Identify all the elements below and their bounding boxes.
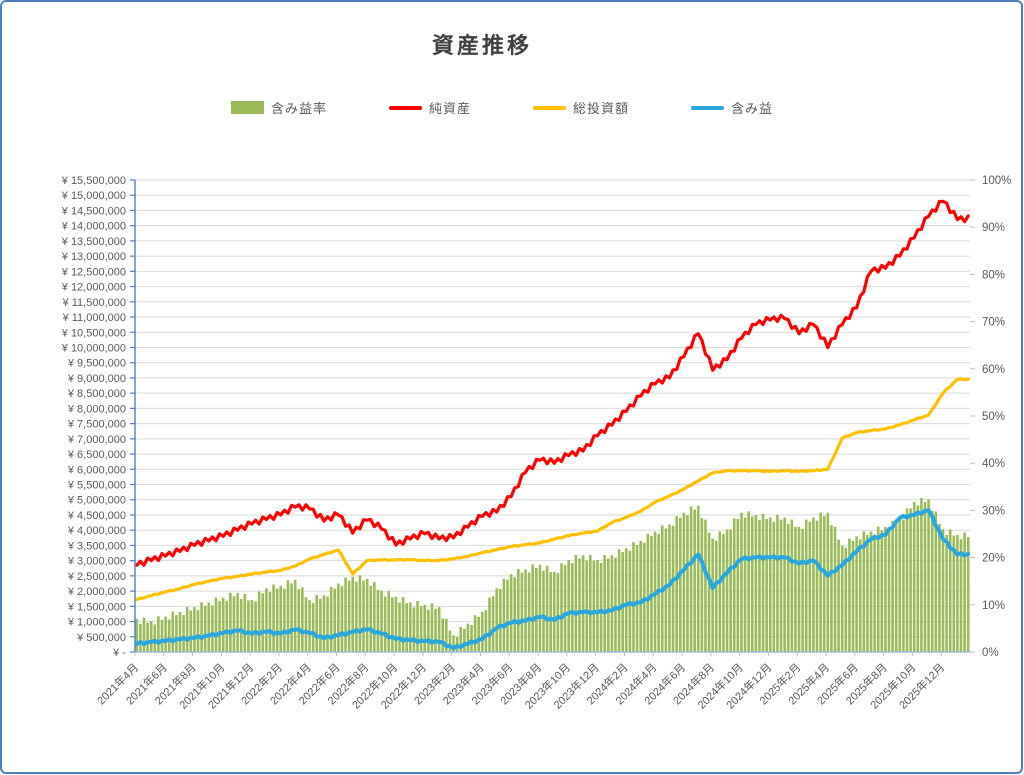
y-axis-label-left: ¥ 3,500,000 [67, 540, 126, 552]
right-axis-labels: 100% 90% 80% 70% 60% 50% 40% 30% 20% 10% 0% [982, 175, 1011, 659]
legend-item-unrealized-gain-rate: 含み益率 [230, 98, 327, 117]
bar-series-unrealized-gain-rate [135, 497, 970, 652]
y-axis-label-left: ¥ 12,000,000 [61, 282, 126, 294]
y-axis-label-left: ¥ 10,000,000 [61, 342, 126, 354]
y-axis-label-left: ¥ 15,500,000 [61, 175, 126, 187]
line-総投資額 [135, 377, 970, 602]
y-axis-label-left: ¥ 12,500,000 [61, 266, 126, 278]
legend-label: 総投資額 [573, 101, 630, 116]
legend-item-net-assets: 純資産 [388, 98, 471, 117]
axes [130, 179, 975, 656]
y-axis-label-left: ¥ 14,000,000 [61, 221, 126, 233]
legend-item-unrealized-gain: 含み益 [691, 98, 773, 117]
y-axis-label-left: ¥ 14,500,000 [61, 205, 126, 217]
y-axis-label-right: 0% [982, 647, 999, 659]
y-axis-label-left: ¥ 11,500,000 [62, 297, 126, 309]
x-axis-labels: 2021年4月2021年6月2021年8月2021年10月2021年12月202… [94, 660, 947, 711]
y-axis-label-left: ¥ 1,000,000 [67, 617, 126, 629]
y-axis-label-left: ¥ 7,000,000 [67, 434, 126, 446]
y-axis-label-right: 40% [982, 458, 1005, 470]
y-axis-label-left: ¥ - [112, 647, 126, 659]
y-axis-label-left: ¥ 1,500,000 [67, 601, 126, 613]
y-axis-label-right: 90% [982, 222, 1005, 234]
y-axis-label-left: ¥ 13,000,000 [61, 251, 126, 263]
y-axis-label-left: ¥ 5,000,000 [67, 495, 126, 507]
y-axis-label-left: ¥ 6,500,000 [67, 449, 126, 461]
y-axis-label-right: 100% [982, 175, 1011, 187]
y-axis-label-left: ¥ 2,500,000 [67, 571, 126, 583]
y-axis-label-left: ¥ 9,500,000 [67, 358, 126, 370]
y-axis-label-left: ¥ 9,000,000 [67, 373, 126, 385]
y-axis-label-right: 20% [982, 553, 1005, 565]
legend-item-total-investment: 総投資額 [533, 98, 629, 117]
chart-legend: 含み益率 純資産 総投資額 含み益 [2, 98, 1002, 117]
y-axis-label-left: ¥ 6,000,000 [67, 464, 126, 476]
y-axis-label-left: ¥ 13,500,000 [61, 236, 126, 248]
line-純資産 [135, 199, 970, 567]
y-axis-label-right: 60% [982, 364, 1005, 376]
y-axis-label-left: ¥ 11,000,000 [62, 312, 126, 324]
y-axis-label-right: 70% [982, 317, 1005, 329]
green-bar-swatch-icon [230, 101, 264, 114]
yellow-line-swatch-icon [533, 105, 566, 110]
legend-label: 含み益率 [270, 101, 327, 116]
y-axis-label-right: 30% [982, 505, 1005, 517]
line-含み益 [134, 508, 971, 651]
y-axis-label-left: ¥ 500,000 [76, 632, 126, 644]
y-axis-label-right: 10% [982, 600, 1005, 612]
y-axis-label-left: ¥ 7,500,000 [67, 419, 126, 431]
legend-label: 含み益 [731, 101, 774, 116]
y-axis-label-left: ¥ 4,000,000 [67, 525, 126, 537]
blue-line-swatch-icon [691, 105, 725, 110]
y-axis-label-left: ¥ 15,000,000 [61, 190, 126, 202]
y-axis-label-left: ¥ 8,000,000 [67, 403, 126, 415]
y-axis-label-left: ¥ 5,500,000 [67, 480, 126, 492]
y-axis-label-left: ¥ 10,500,000 [61, 327, 126, 339]
y-axis-label-left: ¥ 3,000,000 [67, 556, 126, 568]
chart-title: 資産推移 [431, 33, 532, 58]
left-axis-labels: ¥ 15,500,000 ¥ 15,000,000 ¥ 14,500,000 ¥ 14… [61, 175, 127, 659]
legend-label: 純資産 [428, 101, 471, 116]
y-axis-label-left: ¥ 8,500,000 [67, 388, 126, 400]
y-axis-label-left: ¥ 2,000,000 [67, 586, 126, 598]
y-axis-label-right: 80% [982, 269, 1005, 281]
y-axis-label-right: 50% [982, 411, 1005, 423]
red-line-swatch-icon [388, 105, 422, 110]
y-axis-label-left: ¥ 4,500,000 [67, 510, 126, 522]
